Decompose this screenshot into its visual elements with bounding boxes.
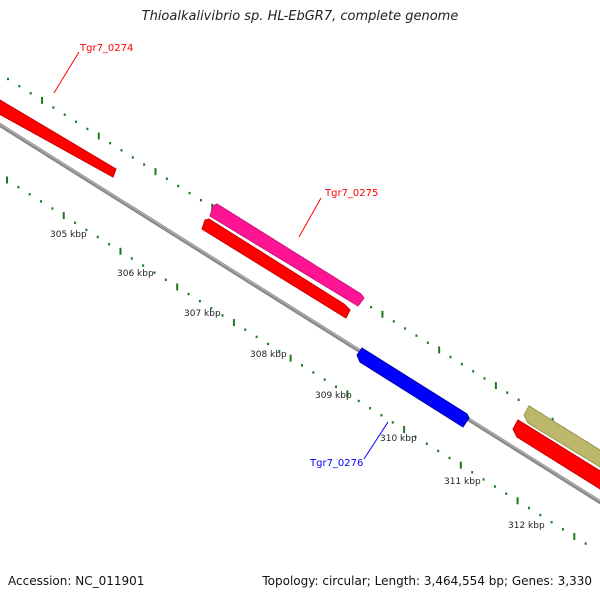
scale-label: 309 kbp [315,391,352,401]
gene-tgr7-0276-arrow[interactable] [356,347,470,428]
scale-label: 310 kbp [380,434,417,444]
gene-red-arrow[interactable] [201,218,351,319]
genome-summary-text: Topology: circular; Length: 3,464,554 bp… [262,574,592,588]
scale-label: 312 kbp [508,521,545,531]
genome-backbone [0,123,600,504]
scale-label: 307 kbp [184,309,221,319]
gene-tgr7-0275-arrow[interactable] [209,203,365,307]
leader-line [298,197,322,238]
scale-label: 308 kbp [250,350,287,360]
accession-text: Accession: NC_011901 [8,574,145,588]
gene-red-arrow[interactable] [512,419,600,492]
gene-label-tgr7-0274[interactable]: Tgr7_0274 [79,43,133,54]
scale-label: 305 kbp [50,230,87,240]
gene-tgr7-0274-arrow[interactable] [0,99,117,178]
scale-label: 306 kbp [117,269,154,279]
leader-line [53,51,80,94]
scale-label: 311 kbp [444,477,481,487]
gene-label-tgr7-0275[interactable]: Tgr7_0275 [324,188,378,199]
map-title: Thioalkalivibrio sp. HL-EbGR7, complete … [141,9,459,24]
gene-label-tgr7-0276[interactable]: Tgr7_0276 [309,458,363,469]
gene-olive-arrow[interactable] [523,405,600,470]
leader-line [363,421,389,460]
